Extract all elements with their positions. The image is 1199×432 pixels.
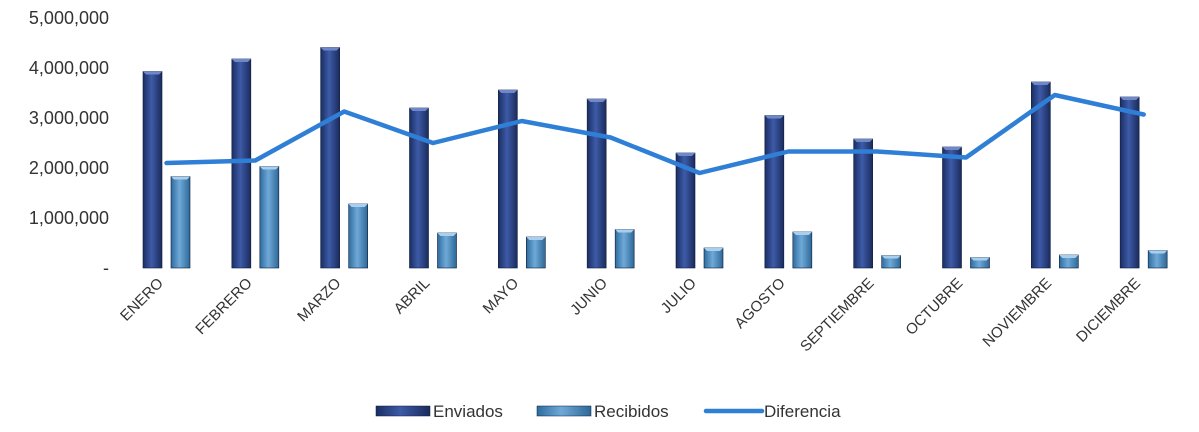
bar-recibidos-abril bbox=[437, 232, 457, 269]
y-axis: - 1,000,000 2,000,000 3,000,000 4,000,000 5,0… bbox=[29, 8, 109, 278]
x-tick-label: FEBRERO bbox=[192, 275, 255, 338]
bar-recibidos-septiembre bbox=[881, 255, 901, 269]
y-tick-label: 5,000,000 bbox=[29, 8, 109, 28]
x-tick-label: ENERO bbox=[117, 275, 167, 325]
legend: Enviados Recibidos Diferencia bbox=[375, 402, 841, 421]
bar-enviados-marzo bbox=[320, 47, 340, 269]
bar-recibidos-octubre bbox=[970, 257, 990, 269]
bar-enviados-abril bbox=[409, 107, 429, 269]
y-tick-label: 3,000,000 bbox=[29, 108, 109, 128]
bar-recibidos-agosto bbox=[792, 231, 813, 269]
bar-recibidos-marzo bbox=[348, 203, 368, 269]
bar-recibidos-noviembre bbox=[1059, 254, 1079, 269]
x-tick-label: DICIEMBRE bbox=[1073, 275, 1144, 346]
legend-item-diferencia: Diferencia bbox=[703, 402, 841, 421]
bar-enviados-septiembre bbox=[853, 138, 873, 269]
x-tick-label: OCTUBRE bbox=[902, 275, 966, 339]
bar-enviados-junio bbox=[586, 98, 607, 269]
legend-swatch bbox=[536, 405, 592, 417]
bar-recibidos-febrero bbox=[259, 166, 280, 269]
bar-recibidos-mayo bbox=[526, 236, 546, 269]
legend-swatch bbox=[375, 405, 431, 417]
y-tick-label: 1,000,000 bbox=[29, 208, 109, 228]
x-tick-label: MAYO bbox=[480, 275, 522, 317]
x-tick-label: SEPTIEMBRE bbox=[797, 275, 877, 355]
y-tick-label: - bbox=[103, 258, 109, 278]
x-tick-label: MARZO bbox=[294, 275, 344, 325]
y-tick-label: 4,000,000 bbox=[29, 58, 109, 78]
x-tick-label: AGOSTO bbox=[731, 275, 788, 332]
x-tick-label: NOVIEMBRE bbox=[979, 275, 1055, 351]
line-layer bbox=[164, 92, 1146, 176]
legend-label: Recibidos bbox=[594, 402, 669, 421]
x-tick-label: JUNIO bbox=[567, 275, 611, 319]
legend-label: Enviados bbox=[433, 402, 503, 421]
bar-enviados-diciembre bbox=[1119, 96, 1140, 269]
legend-item-enviados: Enviados bbox=[375, 402, 503, 421]
bar-recibidos-junio bbox=[614, 229, 635, 269]
x-axis: ENERO FEBRERO MARZO ABRIL MAYO JUNIO JULIO AGOS… bbox=[117, 275, 1144, 355]
y-tick-label: 2,000,000 bbox=[29, 158, 109, 178]
bar-recibidos-julio bbox=[703, 247, 724, 269]
legend-label: Diferencia bbox=[764, 402, 841, 421]
legend-item-recibidos: Recibidos bbox=[536, 402, 669, 421]
bar-enviados-enero bbox=[142, 71, 163, 269]
series-line-diferencia bbox=[164, 92, 1146, 176]
x-tick-label: JULIO bbox=[658, 275, 700, 317]
bar-enviados-agosto bbox=[764, 115, 785, 269]
bars bbox=[142, 47, 1168, 269]
x-tick-label: ABRIL bbox=[391, 275, 434, 318]
bar-enviados-mayo bbox=[498, 89, 518, 269]
bar-recibidos-diciembre bbox=[1147, 250, 1168, 269]
bar-enviados-octubre bbox=[942, 146, 962, 269]
bar-enviados-julio bbox=[675, 152, 696, 269]
bar-enviados-noviembre bbox=[1031, 81, 1051, 269]
bar-enviados-febrero bbox=[231, 58, 252, 269]
bar-recibidos-enero bbox=[170, 176, 191, 269]
